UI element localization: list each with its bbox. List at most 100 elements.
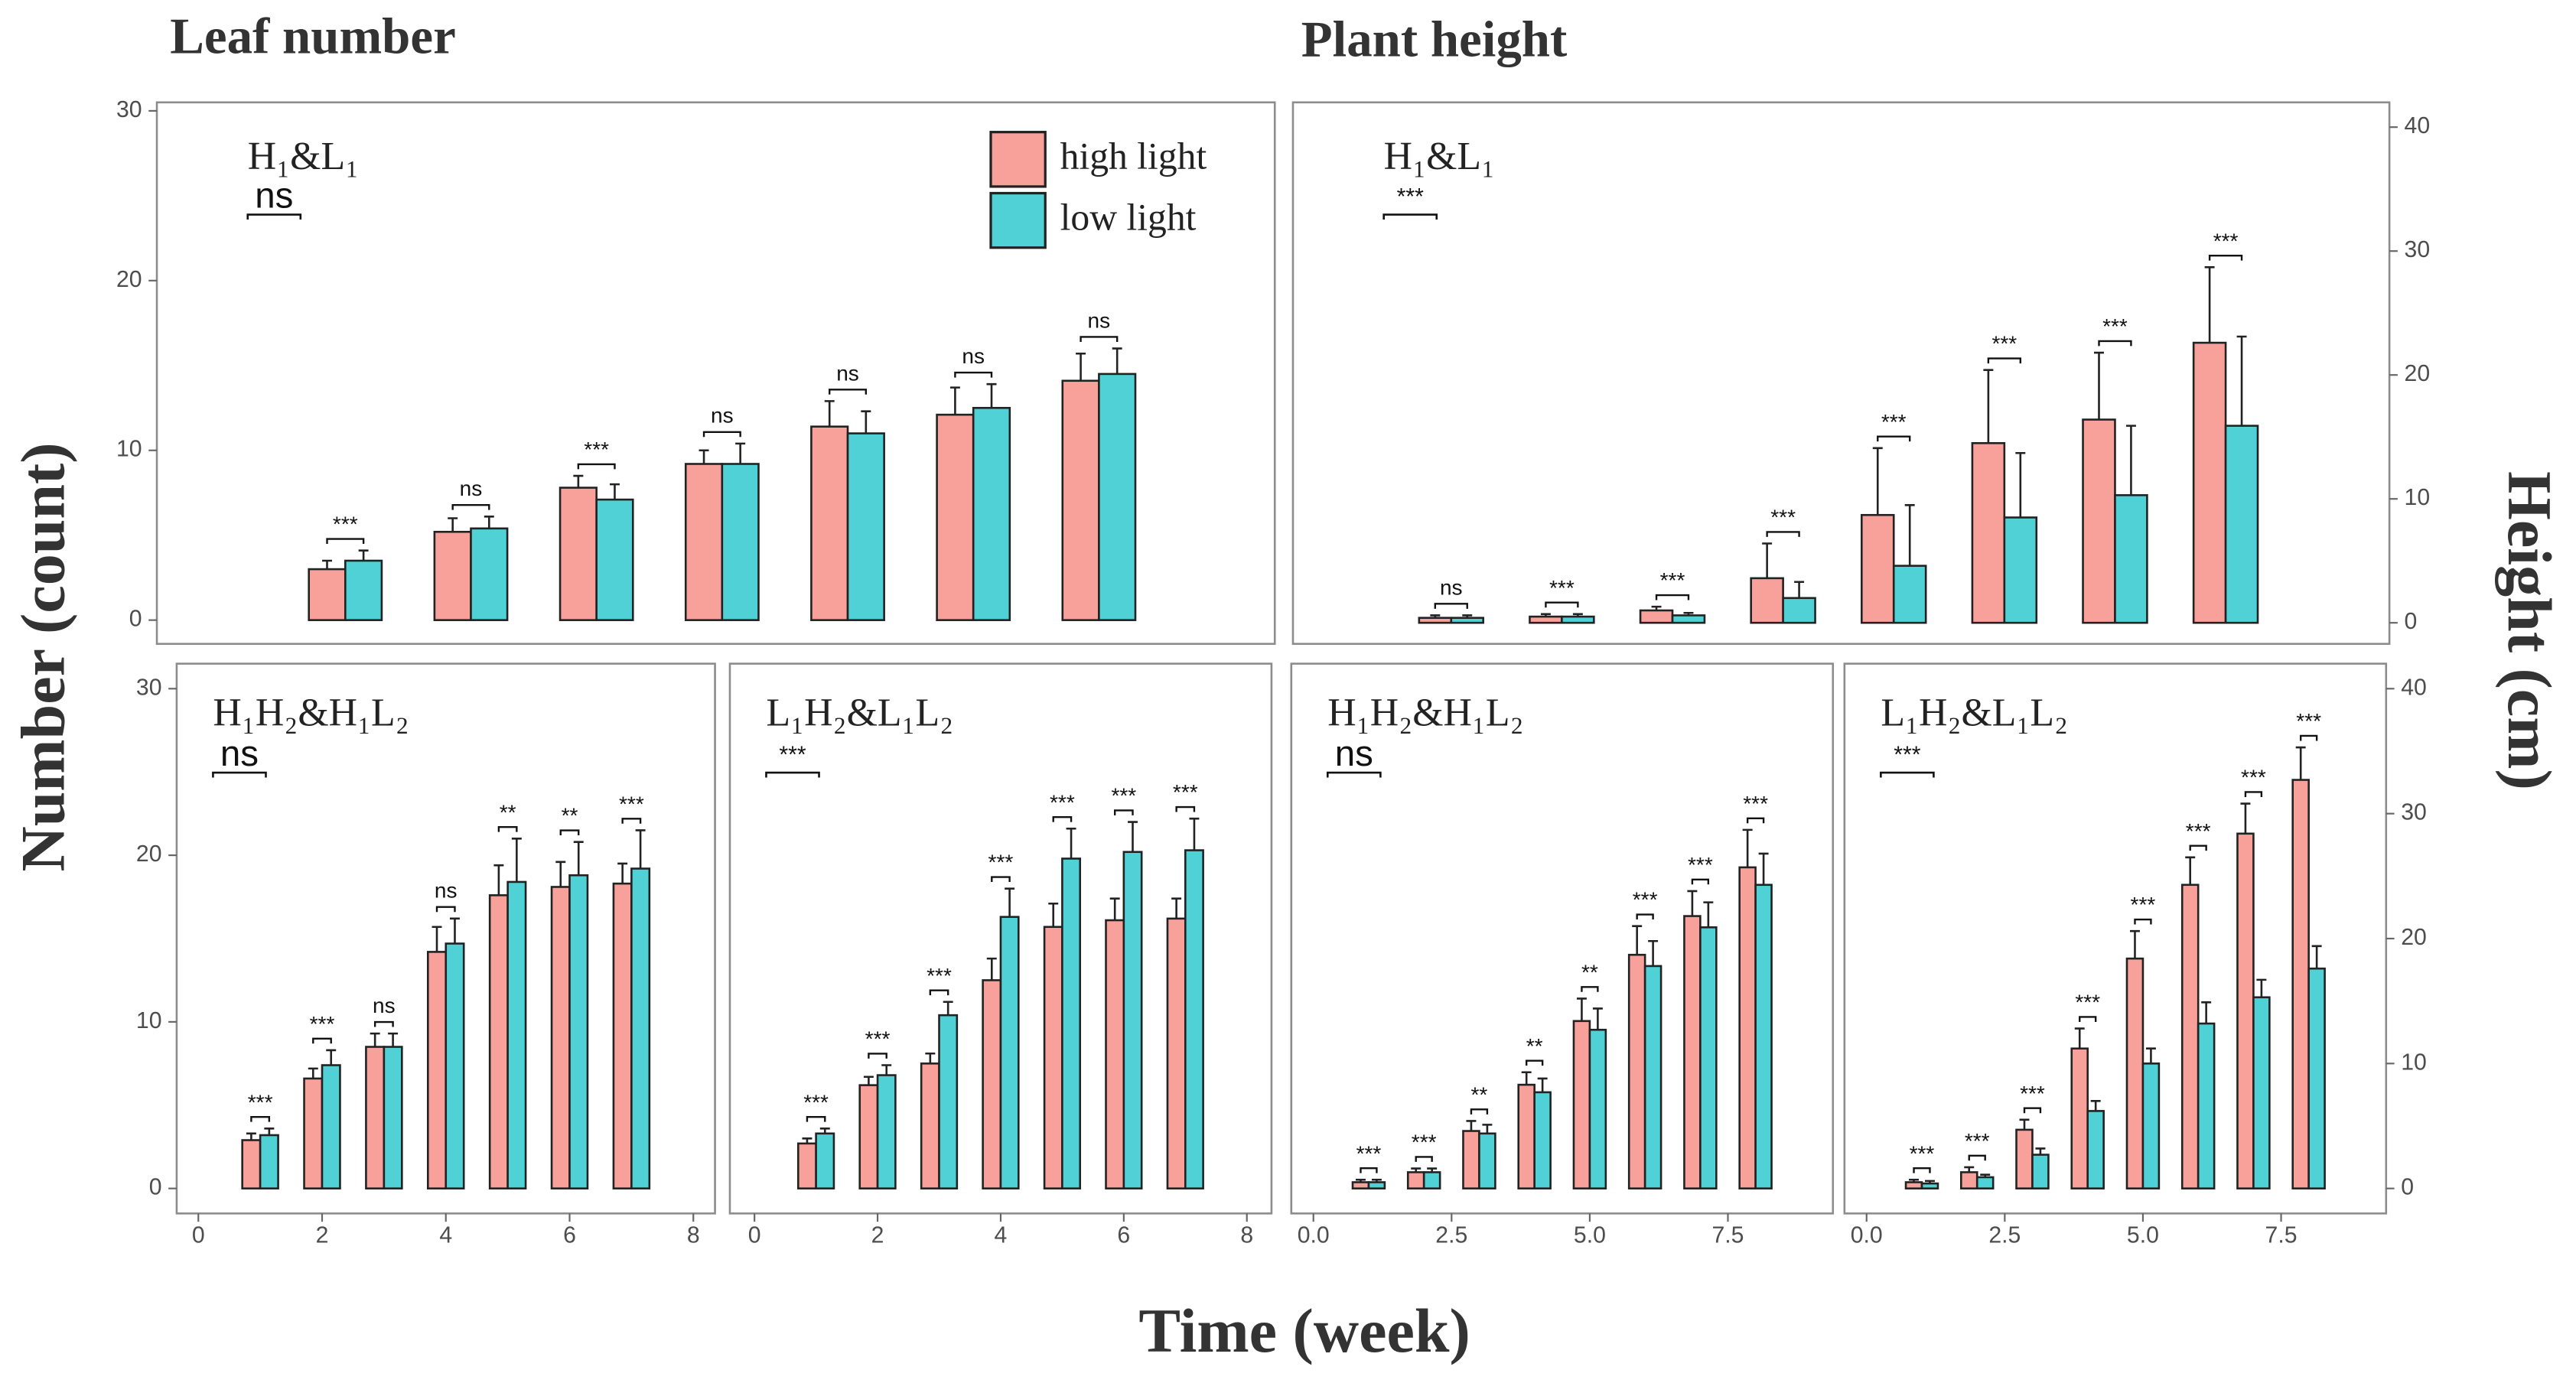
bar [815,1132,835,1189]
bar [1627,953,1646,1189]
bar [2031,1154,2050,1189]
x-tick-label: 5.0 [2127,1223,2159,1248]
error-bar [388,1032,399,1047]
bar [2236,832,2255,1189]
bar [1754,883,1773,1189]
y-tick-label: 40 [2405,113,2431,138]
significance-label: ns [460,477,483,500]
error-bar [511,838,522,882]
error-bar [2094,351,2104,420]
significance-bracket [451,503,490,510]
bar [2015,1128,2034,1189]
bar [1098,373,1137,621]
panel-title: H₁&L₁ [1384,135,1495,178]
significance-bracket [702,431,741,438]
significance-label: *** [2075,991,2100,1014]
x-tick-label: 8 [1240,1223,1253,1248]
bar [1533,1091,1552,1189]
significance-bracket [1877,435,1911,442]
x-tick-label: 2 [871,1223,884,1248]
bar [2291,779,2310,1189]
error-bar [2074,1027,2085,1049]
bar [1959,1171,1978,1189]
error-bar [493,864,504,896]
error-bar [1076,352,1086,381]
bar [846,432,885,621]
error-bar [943,1001,953,1016]
x-tick-label: 2.5 [1435,1223,1467,1248]
bar [1975,1176,1995,1189]
error-bar [735,442,746,464]
bar [595,498,634,621]
bar [1105,919,1125,1189]
overall-significance: *** [1397,184,1425,210]
significance-bracket [1080,336,1119,342]
overall-significance: *** [1894,742,1921,767]
x-tick-label: 0 [748,1223,761,1248]
y-tick-label: 10 [136,1008,162,1033]
bar [1561,615,1595,624]
error-bar [861,410,871,434]
bar [1478,1132,1496,1189]
x-tick-label: 6 [1117,1223,1130,1248]
error-bar [1703,901,1714,928]
significance-label: *** [619,792,644,815]
error-bar [986,382,997,408]
error-bar [448,517,458,532]
error-bar [358,549,369,561]
error-bar [609,483,620,500]
bar [2180,883,2200,1189]
heading: Leaf number [170,8,455,64]
significance-label: *** [584,438,609,461]
error-bar [2125,425,2136,496]
significance-bracket [1581,986,1599,992]
error-bar [370,1032,380,1047]
error-bar [1048,902,1059,927]
bar [303,1077,324,1189]
x-tick-label: 0 [192,1223,205,1248]
bar [308,568,347,621]
bar [721,463,760,621]
bar [559,486,598,621]
error-bar [2236,335,2247,426]
bar [365,1046,386,1189]
significance-label: *** [1688,853,1713,877]
error-bar [2185,856,2196,885]
error-bar [555,861,566,887]
bar [1517,1083,1536,1189]
significance-bracket [1415,1156,1433,1162]
significance-bracket [1113,809,1134,815]
error-bar [2145,1047,2156,1064]
error-bar [1687,890,1698,916]
significance-bracket [1382,213,1438,220]
bar [1782,597,1816,624]
panel-title: H₁H₂&H₁L₂ [1327,692,1523,735]
significance-label: *** [1050,790,1075,814]
error-bar [824,400,835,427]
bar [1462,1130,1480,1189]
significance-label: *** [2020,1082,2045,1105]
bar [470,527,509,621]
significance-bracket [2134,918,2152,925]
significance-bracket [2023,1107,2042,1114]
bar [999,916,1020,1189]
significance-bracket [250,1115,271,1122]
x-tick-label: 8 [687,1223,700,1248]
error-bar [1648,939,1659,966]
error-bar [322,559,332,570]
y-tick-label: 20 [116,267,142,292]
significance-label: ** [1526,1034,1543,1058]
bar [1699,926,1718,1189]
error-bar [1872,447,1883,516]
y-tick-label: 10 [2405,485,2431,510]
bar [2141,1062,2161,1189]
significance-label: *** [2131,893,2156,916]
bar [1738,866,1757,1189]
bar [796,1142,817,1189]
significance-label: *** [1881,410,1907,434]
bar [2224,425,2259,624]
bar [1643,965,1663,1189]
error-bar [2035,1147,2046,1155]
bar [1683,915,1702,1189]
